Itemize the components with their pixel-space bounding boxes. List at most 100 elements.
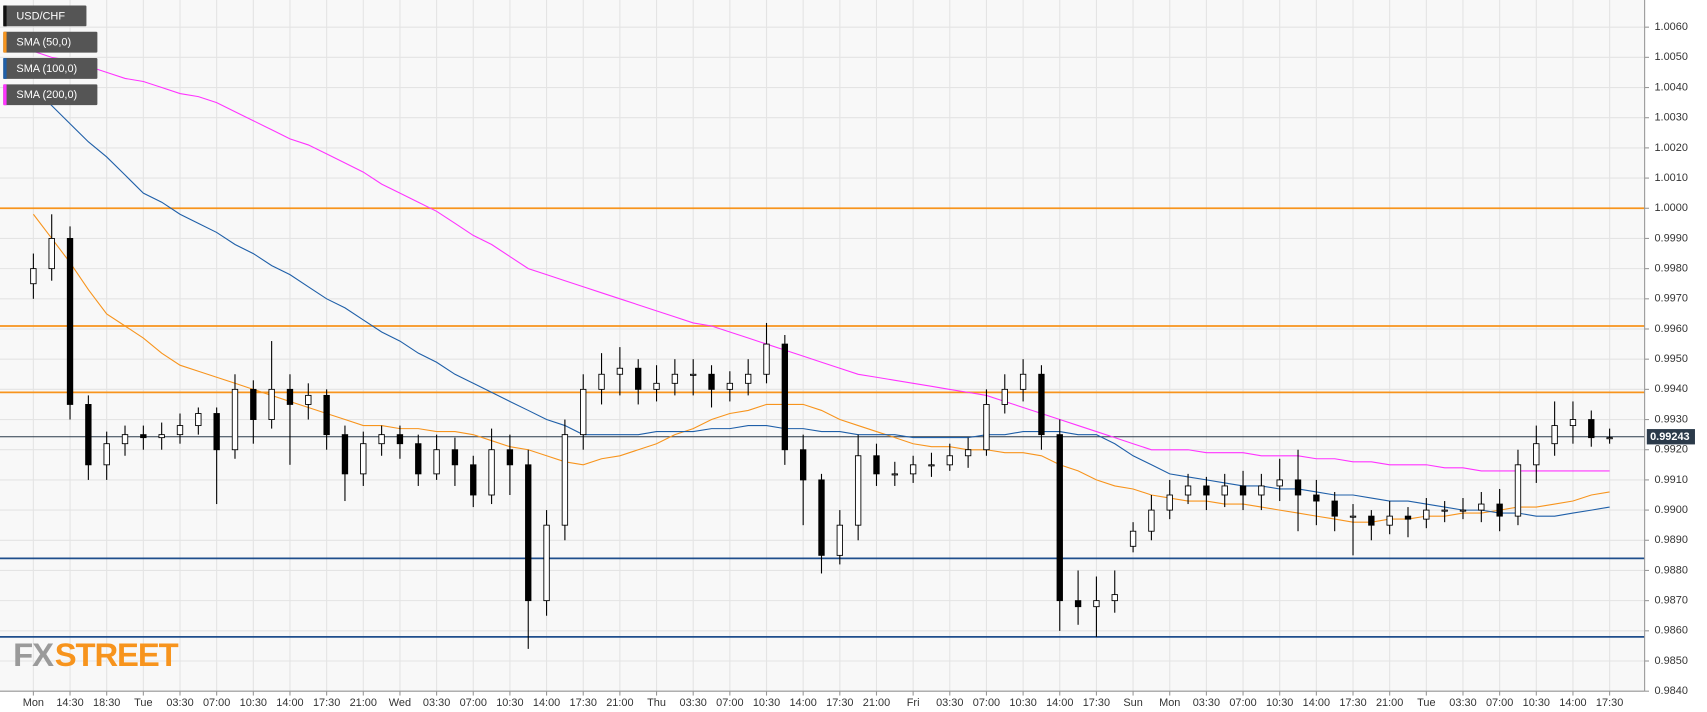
candle-body (873, 455, 880, 475)
candle-body (1496, 503, 1503, 517)
candle-body (158, 434, 165, 439)
legend-label: SMA (50,0) (16, 37, 71, 49)
sma-line (32, 87, 1610, 517)
y-tick-label: 0.9930 (1654, 413, 1687, 425)
candle-body (781, 343, 789, 451)
candle-body (415, 443, 422, 475)
y-tick-label: 0.9870 (1654, 595, 1687, 607)
y-tick-label: 0.9890 (1654, 534, 1687, 546)
candle-body (543, 524, 550, 602)
candle-body (946, 455, 953, 466)
candle-body (1074, 600, 1082, 608)
candle-body (598, 373, 605, 390)
x-tick-label: Tue (134, 697, 152, 709)
candle-body (818, 479, 825, 556)
candle-body (745, 373, 752, 384)
candle-body (1349, 515, 1357, 518)
x-tick-label: 18:30 (93, 697, 120, 709)
y-tick-label: 1.0060 (1654, 21, 1687, 33)
x-tick-label: 14:00 (1046, 697, 1073, 709)
sma-line (33, 50, 1610, 472)
x-tick-label: 14:00 (276, 697, 303, 709)
legend-swatch (3, 84, 7, 106)
candle-body (470, 464, 477, 496)
x-tick-label: Tue (1417, 697, 1435, 709)
x-tick-label: 07:00 (1486, 697, 1513, 709)
y-tick-label: 0.9850 (1654, 655, 1687, 667)
legend: USD/CHF SMA (50,0) SMA (100,0) SMA (200,0) (3, 5, 98, 106)
last-price-box (1646, 429, 1695, 445)
candle-body (891, 473, 898, 476)
y-tick-label: 0.9960 (1654, 323, 1687, 335)
x-tick-label: 17:30 (570, 697, 597, 709)
candle-body (1441, 509, 1448, 512)
x-tick-label: 03:30 (166, 697, 193, 709)
x-tick-label: 03:30 (1449, 697, 1476, 709)
candle-body (653, 382, 660, 390)
candle-body (360, 443, 367, 475)
candle-body (726, 382, 734, 390)
x-tick-label: 10:30 (753, 697, 780, 709)
legend-label: SMA (100,0) (16, 63, 77, 75)
candle-body (1294, 479, 1302, 496)
x-tick-label: 07:00 (716, 697, 743, 709)
y-tick-label: 0.9970 (1654, 293, 1687, 305)
y-tick-label: 1.0030 (1654, 112, 1687, 124)
x-tick-label: 10:30 (1009, 697, 1036, 709)
x-tick-label: Thu (647, 697, 666, 709)
candle-body (433, 449, 440, 475)
y-tick-label: 1.0020 (1654, 142, 1687, 154)
candle-body (250, 388, 257, 420)
y-tick-label: 0.9910 (1654, 474, 1687, 486)
x-tick-label: 10:30 (1266, 697, 1293, 709)
candle-body (1423, 509, 1430, 520)
y-tick-label: 0.9840 (1654, 685, 1687, 697)
candle-body (928, 464, 935, 467)
candle-body (213, 413, 220, 451)
legend-label: SMA (200,0) (16, 89, 77, 101)
candle-body (1258, 485, 1265, 496)
sma-line (32, 213, 1610, 523)
candle-body (525, 464, 532, 602)
candle-body (1221, 485, 1228, 496)
x-tick-label: Mon (23, 697, 44, 709)
x-tick-label: 03:30 (423, 697, 450, 709)
candle-body (103, 443, 110, 466)
candle-body (1001, 388, 1008, 405)
x-tick-label: 03:30 (936, 697, 963, 709)
x-tick-label: 14:30 (56, 697, 83, 709)
x-tick-label: Mon (1159, 697, 1180, 709)
x-tick-label: 10:30 (496, 697, 523, 709)
candle-body (1056, 434, 1063, 602)
x-tick-label: 07:00 (203, 697, 230, 709)
y-tick-label: 0.9900 (1654, 504, 1687, 516)
legend-swatch (3, 58, 7, 79)
candle-body (1276, 479, 1283, 487)
candle-body (1203, 485, 1210, 496)
x-tick-label: 17:30 (1083, 697, 1110, 709)
watermark-fx: FX (13, 636, 54, 673)
candle-body (1368, 515, 1375, 526)
candle-body (1331, 500, 1338, 517)
candle-body (671, 373, 679, 384)
candle-body (708, 373, 715, 390)
x-tick-label: 07:00 (1229, 697, 1256, 709)
x-tick-label: 17:30 (826, 697, 853, 709)
candle-body (176, 425, 184, 436)
legend-label: USD/CHF (16, 10, 65, 22)
plot-background (0, 0, 1645, 691)
x-tick-label: 07:00 (973, 697, 1000, 709)
candle-body (1514, 464, 1522, 517)
legend-box (3, 58, 98, 79)
candle-body (1184, 485, 1192, 496)
watermark: FX STREET (13, 636, 180, 673)
candle-body (1019, 373, 1027, 390)
legend-box (3, 84, 98, 106)
x-tick-label: 03:30 (1193, 697, 1220, 709)
x-tick-label: 21:00 (606, 697, 633, 709)
candle-body (1313, 494, 1320, 502)
candle-body (1239, 485, 1247, 496)
y-tick-label: 1.0040 (1654, 81, 1687, 93)
